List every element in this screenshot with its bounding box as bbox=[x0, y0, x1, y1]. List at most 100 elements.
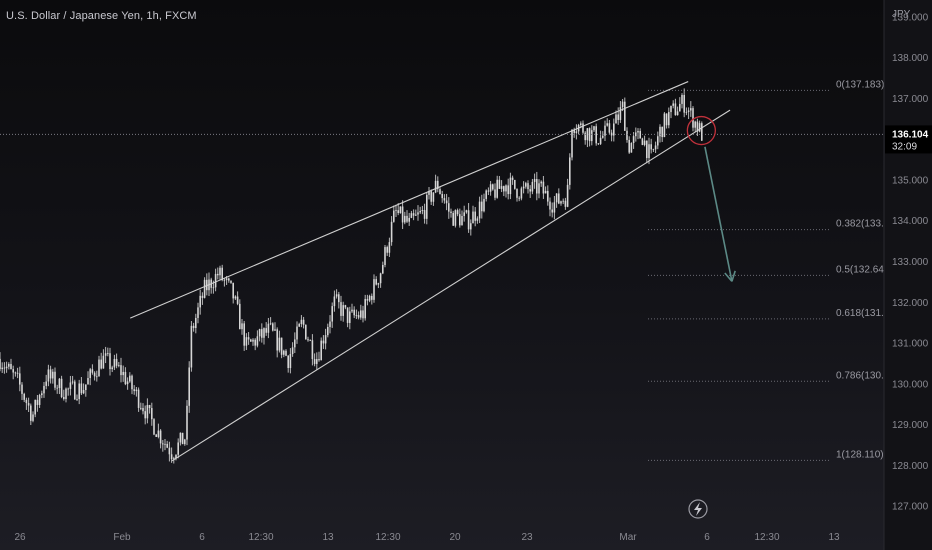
candle-body bbox=[107, 353, 109, 355]
price-tick-label: 135.000 bbox=[892, 175, 929, 186]
candle-body bbox=[637, 131, 639, 133]
candle-body bbox=[701, 123, 703, 141]
candle-body bbox=[228, 278, 230, 281]
candle-body bbox=[168, 447, 171, 455]
candle-body bbox=[285, 350, 287, 356]
candle-body bbox=[522, 186, 525, 189]
candle-body bbox=[23, 393, 25, 400]
candle-body bbox=[355, 315, 358, 316]
candle-body bbox=[239, 303, 241, 330]
candle-body bbox=[569, 157, 571, 185]
projection-arrow bbox=[704, 146, 733, 282]
candle-body bbox=[595, 126, 597, 144]
candle-body bbox=[155, 434, 157, 437]
candle-body bbox=[417, 212, 419, 215]
rising-wedge-channel[interactable] bbox=[129, 81, 731, 462]
time-tick-label: 12:30 bbox=[375, 532, 400, 543]
candle-body bbox=[615, 114, 617, 124]
candle-body bbox=[619, 107, 622, 120]
candle-body bbox=[661, 126, 663, 138]
candle-body bbox=[494, 189, 496, 198]
candle-body bbox=[318, 359, 320, 361]
candle-body bbox=[272, 323, 274, 331]
candle-body bbox=[19, 373, 21, 385]
candle-body bbox=[291, 347, 294, 355]
candle-body bbox=[63, 397, 65, 399]
candle-body bbox=[397, 210, 399, 214]
candle-body bbox=[342, 305, 344, 316]
candle-body bbox=[302, 319, 305, 325]
candle-body bbox=[135, 389, 138, 392]
candle-body bbox=[432, 192, 435, 202]
candle-body bbox=[608, 123, 611, 133]
candle-body bbox=[505, 185, 507, 192]
candle-body bbox=[212, 287, 215, 289]
price-axis-background bbox=[884, 0, 932, 550]
candle-body bbox=[175, 454, 177, 459]
candle-body bbox=[58, 378, 61, 389]
candle-body bbox=[289, 354, 292, 369]
candle-body bbox=[280, 337, 283, 355]
candle-body bbox=[49, 369, 52, 379]
symbol-title[interactable]: U.S. Dollar / Japanese Yen, 1h, FXCM bbox=[6, 10, 197, 22]
candle-body bbox=[353, 309, 355, 316]
candle-body bbox=[437, 180, 439, 190]
candle-body bbox=[305, 324, 307, 340]
candle-body bbox=[203, 279, 206, 298]
candle-body bbox=[236, 296, 239, 304]
candle-body bbox=[426, 194, 428, 219]
candle-body bbox=[496, 179, 498, 198]
time-axis[interactable]: 26 Feb 6 12:30 13 12:30 20 23 Mar 6 12:30 13 bbox=[14, 532, 840, 543]
candle-body bbox=[65, 388, 67, 399]
candle-body bbox=[540, 181, 542, 184]
candle-body bbox=[384, 247, 386, 265]
candle-body bbox=[142, 407, 144, 412]
price-tick-label: 128.000 bbox=[892, 461, 929, 472]
candle-body bbox=[16, 372, 19, 374]
candle-body bbox=[250, 339, 252, 342]
candle-body bbox=[454, 210, 457, 226]
candle-body bbox=[483, 198, 485, 212]
annotations[interactable] bbox=[0, 115, 884, 519]
candle-body bbox=[450, 211, 452, 213]
time-tick-label: 13 bbox=[322, 532, 334, 543]
price-axis[interactable]: JPY139.000138.000137.000136.000135.00013… bbox=[883, 0, 932, 550]
candle-body bbox=[30, 405, 32, 421]
candle-body bbox=[32, 414, 34, 421]
candle-body bbox=[1, 367, 3, 370]
candle-body bbox=[599, 137, 602, 144]
candle-body bbox=[67, 388, 69, 390]
candle-body bbox=[206, 279, 208, 291]
candle-body bbox=[571, 129, 573, 158]
candle-body bbox=[665, 113, 668, 126]
candle-body bbox=[419, 210, 421, 213]
candle-body bbox=[551, 209, 553, 213]
candle-body bbox=[151, 408, 153, 420]
candle-body bbox=[536, 178, 538, 194]
candle-body bbox=[329, 321, 331, 327]
candle-body bbox=[166, 443, 168, 448]
candle-body bbox=[681, 94, 683, 104]
candle-body bbox=[269, 323, 272, 325]
price-tick-label: 138.000 bbox=[892, 53, 929, 64]
candle-body bbox=[564, 200, 567, 207]
candle-body bbox=[8, 363, 10, 367]
candle-body bbox=[219, 267, 221, 276]
candle-body bbox=[676, 111, 679, 116]
price-tick-label: 129.000 bbox=[892, 420, 929, 431]
candle-body bbox=[10, 363, 12, 370]
candle-body bbox=[351, 309, 353, 312]
candle-body bbox=[668, 112, 670, 126]
candle-body bbox=[674, 103, 677, 116]
candle-body bbox=[485, 190, 487, 199]
candle-body bbox=[520, 188, 523, 199]
candle-body bbox=[390, 221, 393, 243]
candle-body bbox=[379, 273, 382, 284]
time-tick-label: 6 bbox=[704, 532, 710, 543]
candle-body bbox=[610, 132, 613, 136]
fibonacci-retracement[interactable]: 0(137.183) 0.382(133.7 0.5(132.647 0.618(13… bbox=[648, 79, 890, 461]
candle-body bbox=[434, 180, 437, 193]
candle-body bbox=[527, 183, 529, 190]
candle-body bbox=[368, 295, 371, 301]
